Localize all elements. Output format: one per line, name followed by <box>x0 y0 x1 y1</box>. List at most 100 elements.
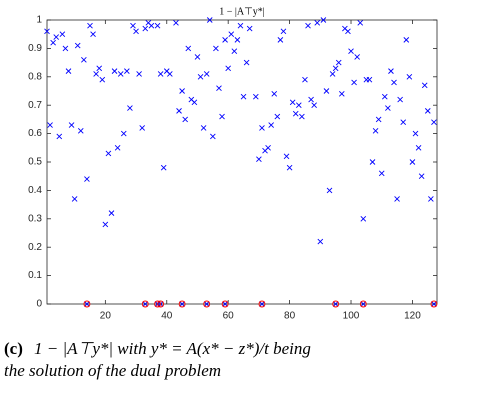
cross-marker <box>160 164 167 171</box>
circle-marker <box>83 300 91 308</box>
cross-marker <box>381 93 388 100</box>
cross-marker <box>185 45 192 52</box>
cross-marker <box>167 71 173 77</box>
cross-marker <box>225 65 231 72</box>
cross-marker <box>203 301 210 307</box>
cross-marker <box>213 45 219 52</box>
cross-marker <box>388 68 394 74</box>
cross-marker <box>375 116 382 123</box>
cross-marker <box>219 113 225 120</box>
cross-marker <box>99 76 106 83</box>
circle-marker <box>258 300 266 308</box>
cross-marker <box>148 22 155 29</box>
cross-marker <box>179 88 185 94</box>
y-tick-label: 0.5 <box>28 157 42 168</box>
cross-marker <box>136 71 142 77</box>
x-tick-label: 80 <box>284 311 296 322</box>
cross-marker <box>203 71 210 77</box>
cross-marker <box>256 156 262 162</box>
cross-marker <box>283 153 290 160</box>
cross-marker <box>259 301 265 307</box>
cross-marker <box>406 73 413 80</box>
cross-marker <box>385 105 391 111</box>
cross-marker <box>345 28 351 35</box>
cross-marker <box>277 37 284 43</box>
cross-marker <box>71 196 78 202</box>
y-tick-label: 0.3 <box>28 213 42 224</box>
cross-marker <box>62 45 69 52</box>
cross-marker <box>142 25 149 32</box>
cross-marker <box>428 196 434 202</box>
cross-marker <box>391 79 397 86</box>
cross-marker <box>87 22 93 29</box>
cross-marker <box>271 91 278 97</box>
cross-marker <box>403 37 410 43</box>
cross-marker <box>90 31 96 38</box>
cross-marker <box>299 113 305 120</box>
cross-marker <box>314 20 321 26</box>
cross-marker <box>105 150 112 157</box>
cross-marker <box>329 71 336 77</box>
cross-marker <box>280 28 287 35</box>
cross-marker <box>431 301 437 307</box>
cross-marker <box>108 210 115 216</box>
y-tick-label: 0.8 <box>28 71 42 82</box>
caption: 1 − |A⊤y*| with y* = A(x* − z*)/t being <box>34 339 311 358</box>
circle-marker <box>157 300 165 308</box>
cross-marker <box>360 215 367 222</box>
circle-marker <box>178 300 186 308</box>
cross-marker <box>237 22 244 29</box>
cross-marker <box>397 96 403 103</box>
cross-marker <box>234 37 241 43</box>
cross-marker <box>124 68 130 74</box>
cross-marker <box>93 71 99 77</box>
y-tick-label: 0.2 <box>28 242 42 253</box>
circle-marker <box>154 300 162 308</box>
cross-marker <box>431 119 437 126</box>
cross-marker <box>268 122 274 128</box>
cross-marker <box>173 20 179 26</box>
cross-marker <box>206 17 213 23</box>
cross-marker <box>191 99 198 106</box>
y-tick-label: 1 <box>36 15 42 26</box>
x-tick-label: 20 <box>100 311 112 322</box>
cross-marker <box>259 125 265 131</box>
cross-marker <box>84 176 90 182</box>
x-tick-label: 60 <box>223 311 235 322</box>
cross-marker <box>424 108 431 114</box>
cross-marker <box>317 238 324 245</box>
cross-marker <box>222 37 228 43</box>
cross-marker <box>142 301 149 307</box>
cross-marker <box>354 54 360 60</box>
cross-marker <box>127 105 133 111</box>
cross-marker <box>65 68 72 74</box>
cross-marker <box>179 301 185 307</box>
cross-marker <box>228 31 235 38</box>
plot-frame <box>46 19 438 305</box>
cross-marker <box>348 48 354 55</box>
y-tick-label: 0 <box>36 299 42 310</box>
circle-marker <box>141 300 149 308</box>
x-tick-label: 120 <box>404 311 421 322</box>
caption-label: (c) <box>4 339 23 358</box>
cross-marker <box>412 130 419 137</box>
y-tick-label: 0.4 <box>28 185 42 196</box>
cross-marker <box>157 71 164 77</box>
cross-marker <box>357 20 364 26</box>
y-tick-label: 0.6 <box>28 128 42 139</box>
cross-marker <box>332 301 339 307</box>
cross-marker <box>81 56 87 63</box>
cross-marker <box>56 133 63 140</box>
cross-marker <box>77 127 84 134</box>
cross-marker <box>68 122 75 128</box>
circle-marker <box>203 300 211 308</box>
cross-marker <box>44 28 50 35</box>
cross-marker <box>308 96 314 103</box>
x-tick-label: 40 <box>161 311 173 322</box>
circle-marker <box>332 300 340 308</box>
cross-marker <box>253 93 259 100</box>
cross-marker <box>332 65 339 72</box>
cross-marker <box>360 301 367 307</box>
cross-marker <box>154 22 161 29</box>
